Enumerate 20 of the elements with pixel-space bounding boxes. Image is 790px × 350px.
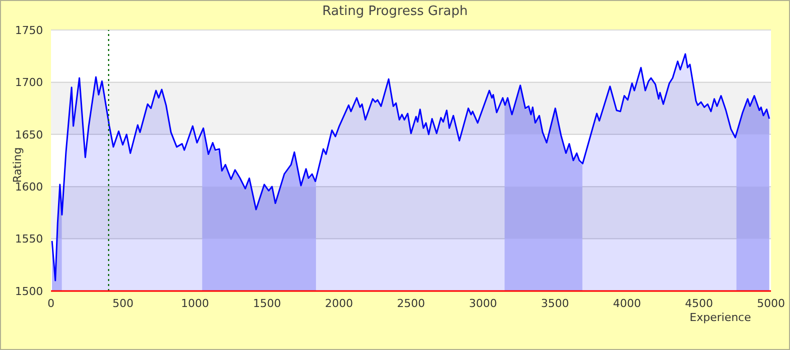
y-tick-label: 1650 [15,128,43,142]
x-tick-label: 5000 [757,296,785,310]
y-tick-label: 1750 [15,24,43,37]
x-axis-title: Experience [690,311,752,324]
x-tick-label: 4000 [613,296,641,310]
y-tick-label: 1500 [15,284,43,298]
x-tick-label: 3000 [469,296,497,310]
x-tick-label: 500 [112,296,134,310]
y-tick-label: 1700 [15,76,43,90]
x-tick-label: 1000 [181,296,209,310]
x-tick-label: 2000 [325,296,353,310]
y-tick-label: 1550 [15,232,43,246]
y-tick-label: 1600 [15,180,43,194]
x-tick-label: 3500 [541,296,569,310]
y-axis-title: Rating [11,147,24,183]
chart-title: Rating Progress Graph [321,4,469,19]
x-tick-label: 2500 [397,296,425,310]
x-tick-label: 4500 [685,296,713,310]
x-tick-label: 0 [48,296,54,310]
x-tick-label: 1500 [253,296,281,310]
